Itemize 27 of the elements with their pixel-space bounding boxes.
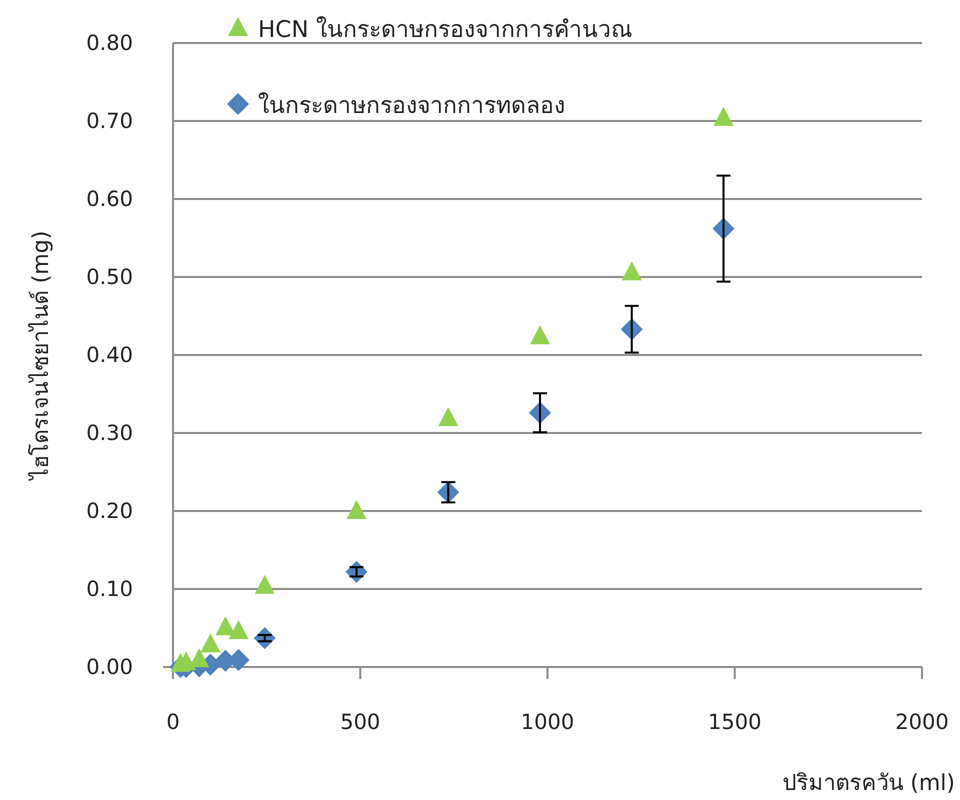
point: [346, 560, 368, 583]
point: [254, 574, 275, 594]
y-tick-label: 0.20: [86, 499, 133, 523]
y-tick-label: 0.50: [86, 265, 133, 289]
legend-label: HCN ในกระดาษกรองจากการคำนวณ: [258, 16, 632, 43]
y-tick-label: 0.00: [86, 655, 133, 679]
point: [346, 500, 367, 519]
y-tick-label: 0.30: [86, 421, 133, 445]
y-tick-label: 0.40: [86, 343, 133, 367]
point: [200, 633, 220, 652]
y-tick-label: 0.80: [86, 31, 133, 55]
x-axis-title: ปริมาตรควัน (ml): [782, 771, 955, 796]
y-tick-label: 0.70: [86, 109, 133, 133]
x-tick-label: 500: [340, 710, 380, 734]
x-tick-label: 1500: [708, 710, 762, 734]
x-tick-label: 1000: [520, 710, 574, 734]
point: [228, 620, 249, 640]
y-tick-label: 0.10: [86, 577, 133, 601]
point: [622, 261, 642, 280]
legend-label: ในกระดาษกรองจากการทดลอง: [258, 92, 565, 119]
y-axis-title: ไฮโดรเจนไซยาไนด์ (mg): [28, 230, 54, 482]
point: [714, 106, 734, 126]
x-tick-label: 2000: [895, 710, 949, 734]
point: [530, 325, 550, 344]
y-tick-label: 0.60: [86, 187, 133, 211]
x-tick-label: 0: [166, 710, 180, 734]
point: [438, 407, 458, 426]
